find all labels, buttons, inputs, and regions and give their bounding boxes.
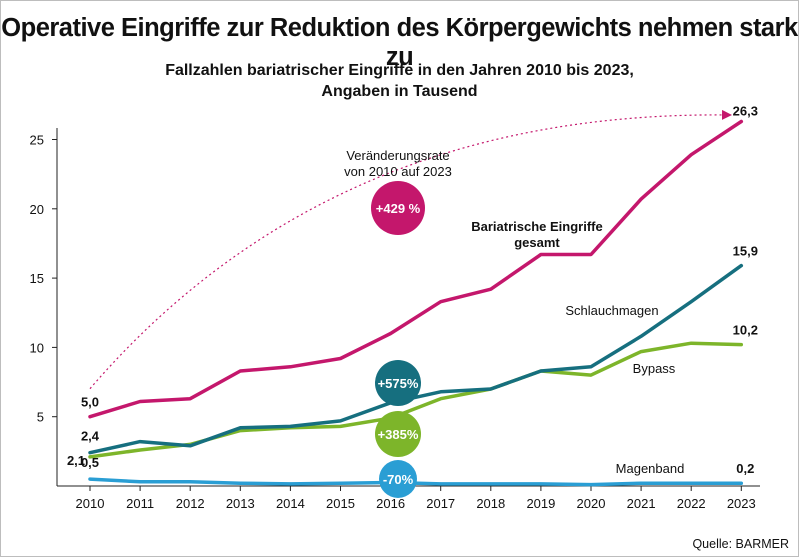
data-label-magenband-end: 0,2 (736, 461, 754, 476)
growth-arrow (89, 109, 732, 390)
x-tick-label: 2014 (276, 496, 305, 511)
x-tick-label: 2021 (627, 496, 656, 511)
badge-label-bypass: +385% (378, 427, 419, 442)
x-tick-label: 2022 (677, 496, 706, 511)
x-tick-label: 2023 (727, 496, 756, 511)
data-label-gesamt-start: 5,0 (81, 395, 99, 410)
y-tick-label: 10 (30, 340, 44, 355)
badge-circle-gesamt (371, 181, 425, 235)
y-tick-label: 20 (30, 202, 44, 217)
x-tick-label: 2013 (226, 496, 255, 511)
y-tick-label: 15 (30, 271, 44, 286)
badge-label-gesamt: +429 % (376, 201, 421, 216)
data-label-schlauchmagen-start: 2,4 (81, 429, 100, 444)
series-line-gesamt (88, 119, 744, 419)
x-tick-label: 2010 (76, 496, 105, 511)
x-tick-label: 2015 (326, 496, 355, 511)
x-tick-label: 2020 (577, 496, 606, 511)
source-note: Quelle: BARMER (692, 537, 789, 551)
y-tick-label: 25 (30, 133, 44, 148)
data-label-gesamt-end: 26,3 (733, 103, 758, 118)
badge-circle-magenband (379, 460, 417, 498)
y-tick-label: 5 (37, 410, 44, 425)
series-label-bypass: Bypass (633, 361, 676, 376)
annotation-line-1: Veränderungsrate (346, 148, 449, 163)
chart-subtitle: Fallzahlen bariatrischer Eingriffe in de… (0, 60, 799, 102)
badge-label-magenband: -70% (383, 472, 414, 487)
x-tick-label: 2011 (126, 496, 154, 511)
data-label-bypass-end: 10,2 (733, 323, 758, 338)
series-label-schlauchmagen: Schlauchmagen (565, 303, 658, 318)
subtitle-line-2: Angaben in Tausend (321, 83, 478, 100)
series-label-magenband: Magenband (616, 461, 685, 476)
badge-circle-schlauchmagen (375, 360, 421, 406)
annotation-line-2: von 2010 auf 2023 (344, 164, 452, 179)
chart-title: Operative Eingriffe zur Reduktion des Kö… (1, 14, 798, 71)
series-label-gesamt-line1: Bariatrische Eingriffe (471, 219, 603, 234)
subtitle-line-1: Fallzahlen bariatrischer Eingriffe in de… (165, 62, 634, 79)
x-tick-label: 2018 (476, 496, 505, 511)
data-label-schlauchmagen-end: 15,9 (733, 244, 758, 259)
series-label-gesamt-line2: gesamt (514, 235, 560, 250)
data-label-magenband-start: 0,5 (81, 455, 99, 470)
x-tick-label: 2017 (426, 496, 455, 511)
data-label-bypass-start: 2,1 (67, 453, 85, 468)
badge-label-schlauchmagen: +575% (378, 376, 419, 391)
badge-circle-bypass (375, 411, 421, 457)
x-tick-label: 2012 (176, 496, 205, 511)
x-tick-label: 2019 (526, 496, 555, 511)
x-tick-label: 2016 (376, 496, 405, 511)
